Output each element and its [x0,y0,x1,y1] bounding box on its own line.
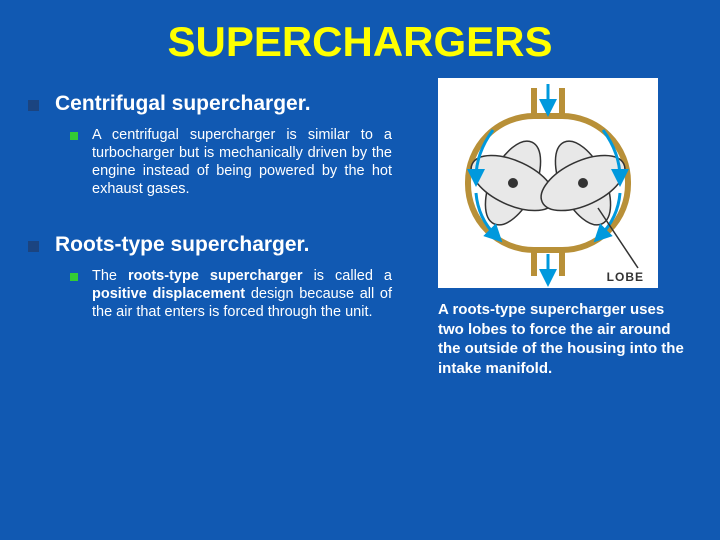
content-area: Centrifugal supercharger. A centrifugal … [0,74,720,378]
square-bullet-icon [28,241,39,252]
section-roots: Roots-type supercharger. The roots-type … [28,233,428,321]
section-body: A centrifugal supercharger is similar to… [92,126,392,199]
section-heading: Centrifugal supercharger. [55,92,311,116]
square-bullet-small-icon [70,273,78,281]
right-column: LOBE A roots-type supercharger uses two … [428,74,688,378]
roots-diagram: LOBE [438,78,658,288]
section-heading: Roots-type supercharger. [55,233,309,257]
diagram-label: LOBE [607,270,644,284]
section-body-rich: The roots-type supercharger is called a … [92,267,392,321]
bold-fragment: positive displacement [92,286,245,302]
text-fragment: The [92,268,128,284]
section-centrifugal: Centrifugal supercharger. A centrifugal … [28,92,428,199]
figure-caption: A roots-type supercharger uses two lobes… [438,300,688,378]
bold-fragment: roots-type supercharger [128,268,303,284]
diagram-svg [438,78,658,288]
sub-item: The roots-type supercharger is called a … [28,267,428,321]
slide-title: SUPERCHARGERS [0,0,720,74]
section-header: Roots-type supercharger. [28,233,428,257]
text-fragment: is called a [303,268,392,284]
square-bullet-small-icon [70,132,78,140]
left-column: Centrifugal supercharger. A centrifugal … [28,74,428,378]
section-header: Centrifugal supercharger. [28,92,428,116]
sub-item: A centrifugal supercharger is similar to… [28,126,428,199]
square-bullet-icon [28,100,39,111]
